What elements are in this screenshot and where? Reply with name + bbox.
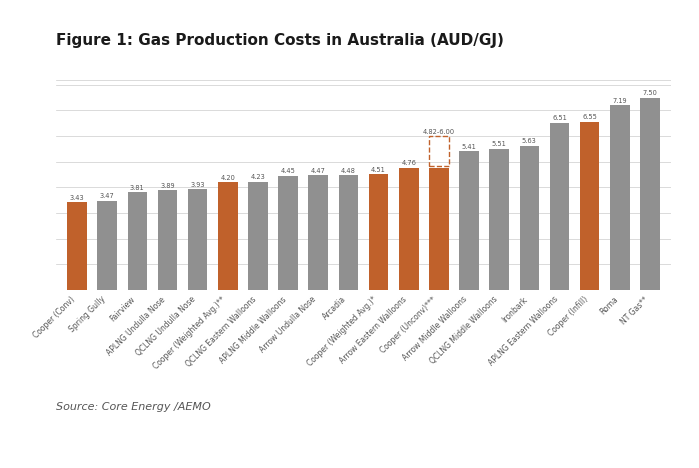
Text: 4.20: 4.20 (220, 175, 236, 181)
Text: 3.89: 3.89 (160, 183, 175, 189)
Text: 4.47: 4.47 (311, 168, 326, 174)
Text: 4.82-6.00: 4.82-6.00 (423, 129, 455, 134)
Bar (549, 123, 569, 290)
Text: Cooper (Conv): Cooper (Conv) (32, 295, 77, 340)
Bar (580, 122, 600, 290)
Text: APLNG Undulla Nose: APLNG Undulla Nose (106, 295, 168, 357)
Bar (640, 97, 660, 290)
Bar (127, 192, 147, 290)
Text: 6.51: 6.51 (552, 116, 567, 121)
Text: 4.76: 4.76 (401, 161, 416, 166)
Bar (519, 146, 539, 290)
Text: Cooper (Weighted Avg.)*: Cooper (Weighted Avg.)* (305, 295, 379, 368)
Text: Figure 1: Gas Production Costs in Australia (AUD/GJ): Figure 1: Gas Production Costs in Austra… (56, 33, 504, 48)
Text: QCLNG Eastern Walloons: QCLNG Eastern Walloons (184, 295, 258, 369)
Text: Cooper (Infill): Cooper (Infill) (547, 295, 590, 338)
Text: 4.48: 4.48 (341, 168, 356, 174)
Text: 4.23: 4.23 (250, 174, 266, 180)
Text: Source: Core Energy /AEMO: Source: Core Energy /AEMO (56, 402, 210, 412)
Text: NT Gas**: NT Gas** (619, 295, 650, 326)
Bar (97, 201, 117, 290)
Bar (399, 168, 419, 290)
Bar (429, 168, 449, 290)
Text: 6.55: 6.55 (582, 114, 597, 120)
Text: Ironbark: Ironbark (500, 295, 529, 324)
Text: Spring Gully: Spring Gully (68, 295, 107, 335)
Text: APLNG Eastern Walloons: APLNG Eastern Walloons (487, 295, 559, 368)
Text: Roma: Roma (598, 295, 620, 316)
Text: 5.41: 5.41 (461, 144, 477, 150)
Text: Arrow Middle Walloons: Arrow Middle Walloons (401, 295, 469, 363)
Bar (610, 105, 630, 290)
Bar (67, 202, 87, 290)
Text: APLNG Middle Walloons: APLNG Middle Walloons (218, 295, 288, 365)
Bar (278, 176, 298, 290)
Bar (429, 136, 449, 166)
Bar (158, 190, 178, 290)
Bar (489, 149, 509, 290)
Text: Cooper (Unconv)***: Cooper (Unconv)*** (379, 295, 439, 355)
Text: Cooper (Weighted Avg.)**: Cooper (Weighted Avg.)** (152, 295, 228, 371)
Text: QCLNG Undulla Nose: QCLNG Undulla Nose (135, 295, 198, 358)
Bar (338, 175, 358, 290)
Text: Arcadia: Arcadia (322, 295, 348, 322)
Text: 7.50: 7.50 (642, 90, 657, 96)
Bar (248, 182, 268, 290)
Text: Fairview: Fairview (109, 295, 137, 323)
Text: 5.51: 5.51 (492, 141, 507, 147)
Text: 3.47: 3.47 (100, 193, 115, 199)
Bar (369, 174, 389, 290)
Text: 3.93: 3.93 (190, 182, 205, 188)
Text: Arrow Eastern Walloons: Arrow Eastern Walloons (338, 295, 409, 366)
Text: 5.63: 5.63 (522, 138, 537, 144)
Bar (459, 151, 479, 290)
Bar (308, 176, 328, 290)
Text: 4.51: 4.51 (371, 167, 386, 173)
Bar (218, 183, 238, 290)
Text: 4.45: 4.45 (281, 168, 296, 174)
Text: 7.19: 7.19 (612, 98, 627, 104)
Text: 3.43: 3.43 (70, 195, 85, 200)
Text: Arrow Undulla Nose: Arrow Undulla Nose (259, 295, 318, 355)
Bar (188, 189, 208, 290)
Text: 3.81: 3.81 (130, 185, 145, 191)
Text: QCLNG Middle Walloons: QCLNG Middle Walloons (428, 295, 499, 366)
